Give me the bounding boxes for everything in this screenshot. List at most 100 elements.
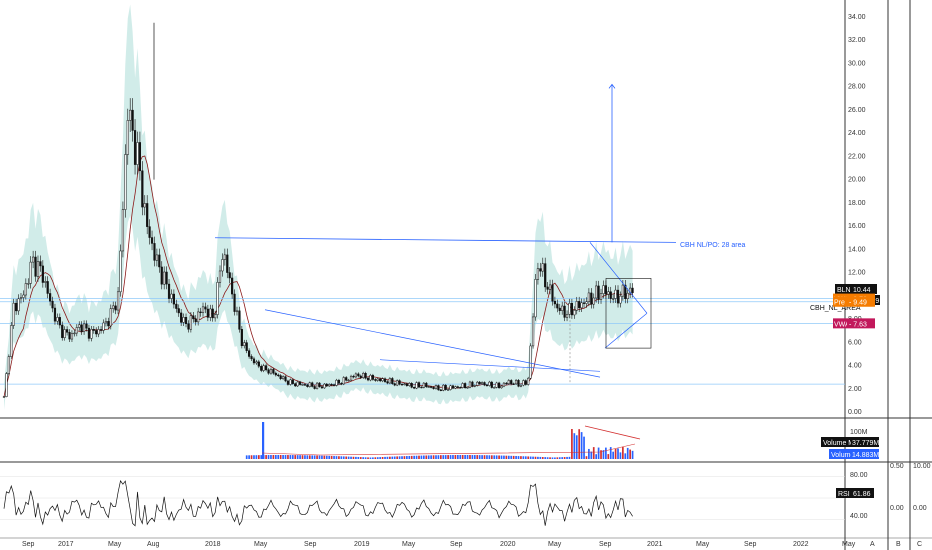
candle-body bbox=[214, 314, 217, 319]
candle-body bbox=[294, 383, 297, 387]
price-tick: 30.00 bbox=[848, 60, 866, 67]
volume-bar bbox=[461, 455, 464, 459]
candle-body bbox=[109, 308, 112, 327]
volume-bar bbox=[473, 455, 476, 459]
candle-body bbox=[267, 369, 270, 374]
candle-body bbox=[192, 315, 195, 320]
volume-bar bbox=[622, 447, 624, 459]
volume-ma-line bbox=[261, 443, 636, 456]
volume-bar bbox=[291, 455, 294, 459]
candle-body bbox=[388, 378, 391, 384]
candle-body bbox=[481, 382, 484, 385]
candle-body bbox=[257, 361, 260, 367]
candle-body bbox=[386, 381, 389, 384]
volume-bar bbox=[359, 457, 362, 459]
right-tick: 0.00 bbox=[913, 505, 927, 512]
volume-bar bbox=[488, 455, 491, 459]
candle-body bbox=[119, 250, 122, 293]
volume-bar bbox=[379, 457, 382, 459]
candle-body bbox=[631, 287, 634, 293]
volume-bar bbox=[282, 455, 284, 459]
time-tick: 2021 bbox=[647, 541, 663, 548]
volume-bar bbox=[456, 455, 459, 459]
price-tag-label bbox=[833, 296, 847, 307]
candle-body bbox=[517, 380, 520, 387]
resistance-line bbox=[214, 237, 677, 243]
svg-text:Volume MA: Volume MA bbox=[823, 440, 859, 447]
column-a: A bbox=[870, 541, 875, 548]
candle-body bbox=[204, 306, 207, 310]
candle-body bbox=[7, 356, 10, 374]
price-axis-ticks: 34.00 32.00 30.00 28.00 26.00 24.00 22.00 20.00… bbox=[848, 14, 866, 416]
triangle-bottom bbox=[604, 312, 648, 349]
volume-bar bbox=[257, 455, 260, 459]
volume-bar bbox=[447, 455, 449, 459]
candle-body bbox=[226, 254, 229, 273]
volume-bar bbox=[483, 455, 486, 459]
candle-body bbox=[432, 387, 435, 389]
volume-bar bbox=[330, 455, 333, 459]
volume-bar bbox=[454, 455, 457, 459]
candle-body bbox=[313, 386, 316, 389]
candle-body bbox=[473, 385, 476, 387]
candle-body bbox=[570, 303, 573, 316]
candle-body bbox=[286, 380, 290, 385]
volume-bar bbox=[413, 455, 415, 459]
candle-body bbox=[78, 324, 81, 328]
candle-body bbox=[444, 384, 447, 390]
descending-trendline bbox=[264, 309, 601, 378]
volume-bar bbox=[289, 455, 292, 459]
volume-trendline bbox=[584, 425, 641, 440]
volume-bar bbox=[541, 457, 544, 459]
candle-body bbox=[357, 373, 360, 377]
volume-bar bbox=[325, 455, 328, 459]
volume-bar bbox=[600, 450, 602, 459]
time-tick: 2022 bbox=[793, 541, 809, 548]
candle-body bbox=[464, 383, 467, 389]
volume-bar bbox=[498, 455, 500, 459]
candle-body bbox=[500, 385, 503, 389]
volume-bar bbox=[609, 447, 612, 459]
volume-bar bbox=[471, 455, 474, 459]
candle-body bbox=[146, 203, 149, 227]
candle-body bbox=[129, 109, 132, 121]
volume-bar bbox=[274, 455, 277, 459]
candle-body bbox=[379, 378, 382, 382]
candle-body bbox=[420, 386, 423, 389]
candle-body bbox=[383, 378, 387, 382]
volume-bar bbox=[551, 457, 554, 459]
right-tick: 0.50 bbox=[890, 463, 904, 470]
volume-bar bbox=[350, 456, 352, 459]
volume-bar bbox=[490, 455, 493, 459]
candle-body bbox=[597, 285, 600, 300]
volume-bar bbox=[568, 456, 571, 459]
band-fill bbox=[4, 4, 633, 410]
candle-body bbox=[320, 386, 324, 389]
volume-bar bbox=[527, 456, 530, 459]
candle-body bbox=[27, 283, 30, 285]
volume-bar bbox=[255, 455, 258, 459]
volume-bar bbox=[452, 455, 454, 459]
volume-bar bbox=[544, 457, 547, 459]
candle-body bbox=[616, 289, 620, 304]
candle-body bbox=[248, 350, 251, 357]
candle-body bbox=[461, 383, 464, 388]
horizontal-levels bbox=[0, 298, 845, 385]
candle-body bbox=[216, 282, 219, 315]
candle-body bbox=[265, 365, 268, 371]
candle-body bbox=[19, 297, 23, 300]
candle-body bbox=[527, 377, 530, 385]
volume-bar bbox=[554, 457, 556, 459]
candle-body bbox=[107, 321, 110, 327]
candle-body bbox=[400, 384, 404, 386]
candle-body bbox=[422, 382, 425, 388]
candle-body bbox=[158, 254, 161, 268]
volume-bar bbox=[549, 457, 551, 459]
candle-body bbox=[238, 310, 241, 330]
time-tick: May bbox=[254, 541, 268, 548]
candle-body bbox=[497, 382, 501, 389]
volume-bar bbox=[605, 447, 607, 459]
volume-bar bbox=[573, 433, 576, 459]
candle-body bbox=[112, 305, 115, 309]
volume-bar bbox=[520, 456, 522, 459]
